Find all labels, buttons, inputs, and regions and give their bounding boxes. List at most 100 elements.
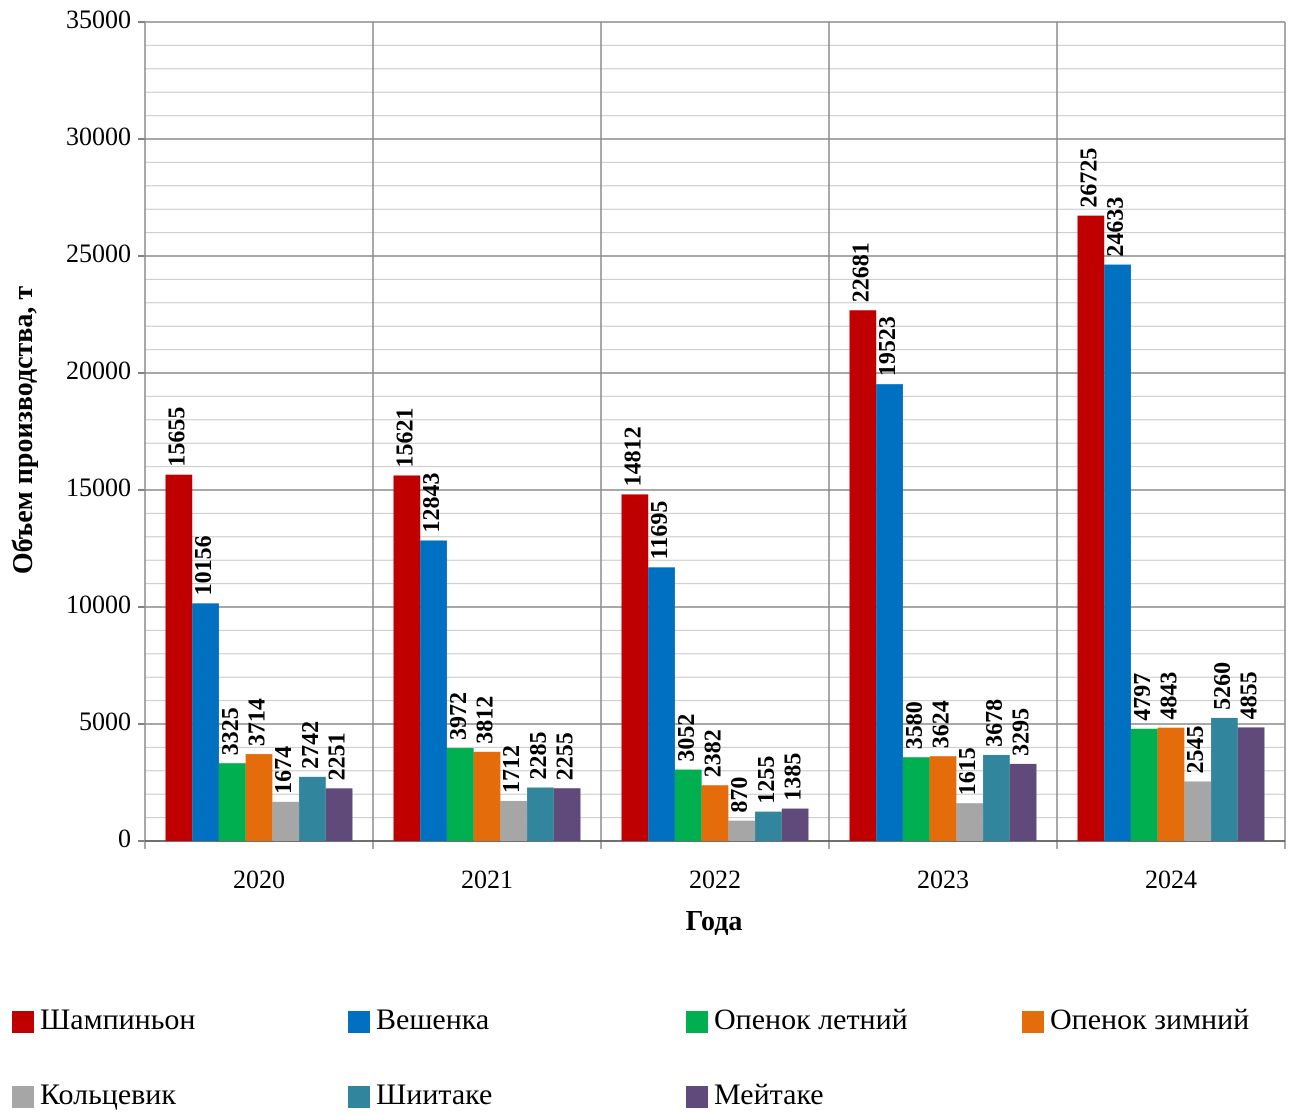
bar [473,751,501,841]
legend-swatch [348,1086,370,1108]
bar [527,787,554,841]
y-axis-label: Объем производства, т [8,286,39,575]
bar [1130,728,1158,841]
y-tick-label: 0 [118,824,131,853]
legend-swatch [1022,1011,1044,1033]
y-tick-label: 25000 [66,239,131,268]
data-label: 2251 [325,732,351,780]
bar [674,769,702,841]
legend-swatch [348,1011,370,1033]
y-tick-label: 30000 [66,122,131,151]
data-label: 4797 [1130,673,1156,721]
data-label: 12843 [419,472,445,532]
data-label: 2742 [298,721,324,769]
data-label: 870 [727,777,753,813]
legend-swatch [686,1011,708,1033]
data-label: 22681 [848,242,874,302]
data-label: 15621 [392,407,418,467]
data-label: 3812 [473,696,499,744]
legend-label: Опенок летний [714,1003,908,1036]
bar [648,567,675,841]
y-tick-label: 15000 [66,473,131,502]
bar [755,811,782,841]
bar [849,310,877,841]
x-tick-label: 2022 [689,865,741,894]
data-label: 3714 [245,698,271,746]
data-label: 3678 [982,699,1008,747]
y-tick-label: 5000 [79,707,131,736]
bar [621,494,649,841]
bar [165,474,193,841]
legend-label: Шиитаке [376,1078,492,1111]
bar [218,763,246,841]
data-label: 4855 [1237,671,1263,719]
x-tick-label: 2023 [917,865,969,894]
legend-label: Кольцевик [40,1078,176,1111]
x-tick-label: 2024 [1145,865,1197,894]
bar [245,754,273,841]
y-tick-label: 35000 [66,5,131,34]
bar [325,788,353,841]
data-label: 3580 [902,701,928,749]
data-label: 3624 [929,700,955,748]
data-label: 14812 [620,426,646,486]
data-label: 1674 [271,746,297,794]
data-label: 11695 [647,501,673,560]
data-label: 2255 [553,732,579,780]
data-label: 3052 [674,714,700,762]
bar [1184,781,1212,841]
bar [929,756,957,841]
data-label: 26725 [1076,148,1102,208]
bar [728,820,756,841]
bar [1237,727,1265,841]
legend-label: Опенок зимний [1050,1003,1249,1036]
bar [781,808,809,841]
legend-label: Мейтаке [714,1078,824,1111]
bar [299,776,326,841]
bar [1077,215,1105,841]
bar [983,754,1010,841]
bar [420,540,447,841]
data-label: 1255 [754,756,780,804]
data-label: 5260 [1210,662,1236,710]
bar [956,803,984,841]
data-label: 15655 [164,407,190,467]
bar [876,384,903,841]
bar [446,748,474,841]
bar [1009,763,1037,841]
data-label: 4843 [1157,672,1183,720]
data-label: 2382 [701,729,727,777]
data-label: 1615 [955,747,981,795]
legend-label: Вешенка [376,1003,489,1036]
legend-swatch [686,1086,708,1108]
bar [1104,264,1131,842]
bar [500,800,528,841]
data-label: 1385 [781,753,807,801]
bar [902,757,930,841]
legend-swatch [12,1011,34,1033]
bar [272,801,300,841]
x-tick-label: 2020 [233,865,285,894]
bar [192,603,219,841]
data-label: 2285 [526,732,552,780]
bar [1157,727,1185,841]
legend-swatch [12,1086,34,1108]
bar [553,788,581,841]
data-label: 1712 [499,745,525,793]
data-label: 2545 [1183,725,1209,773]
bar [1211,717,1238,841]
x-tick-label: 2021 [461,865,513,894]
legend-label: Шампиньон [40,1003,195,1036]
data-label: 10156 [191,535,217,595]
data-label: 3325 [218,707,244,755]
data-label: 3972 [446,692,472,740]
data-label: 3295 [1009,708,1035,756]
data-label: 24633 [1103,197,1129,257]
x-axis-label: Года [686,906,743,937]
y-tick-label: 10000 [66,590,131,619]
y-tick-label: 20000 [66,356,131,385]
bar [393,475,421,841]
bar [701,785,729,841]
data-label: 19523 [875,316,901,376]
